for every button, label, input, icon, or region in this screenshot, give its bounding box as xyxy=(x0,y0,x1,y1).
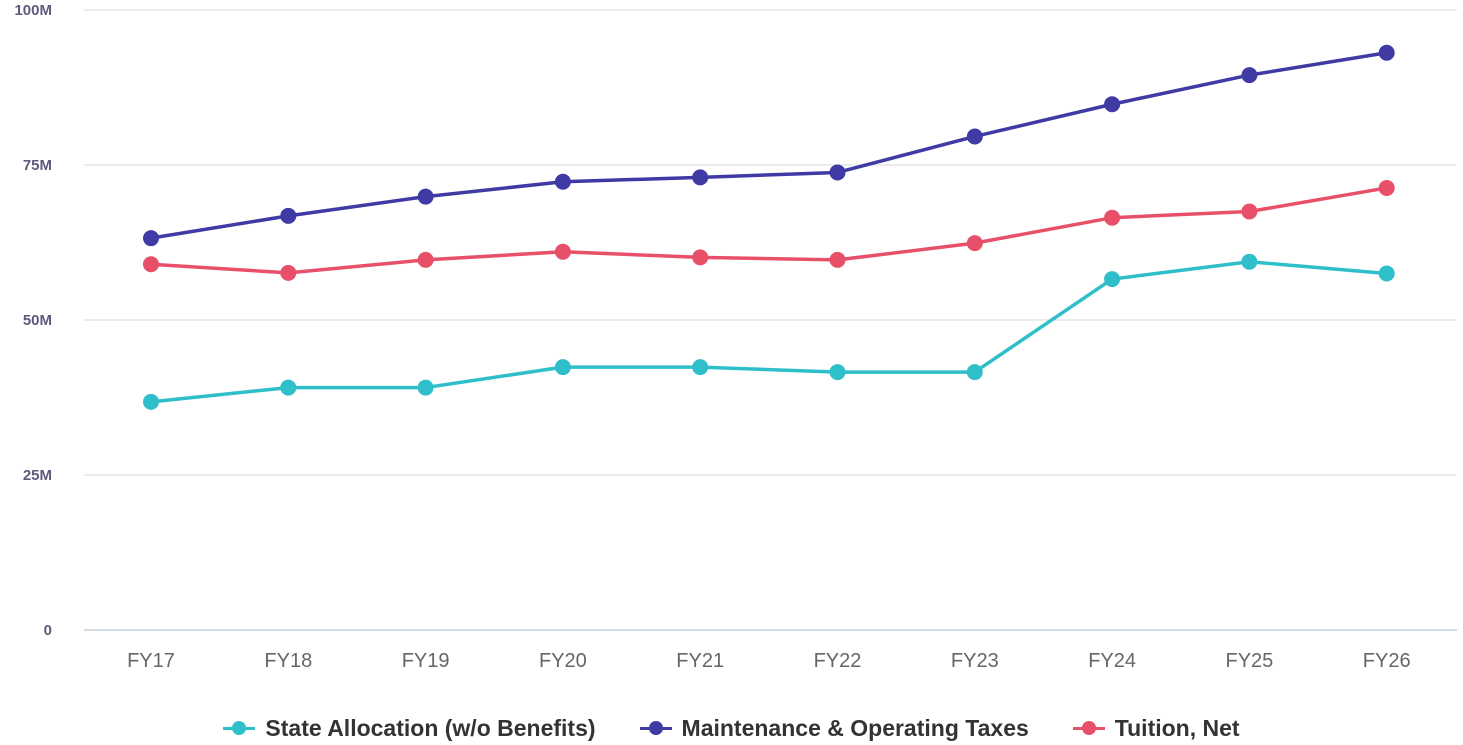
x-tick-label: FY23 xyxy=(951,650,999,672)
series-3 xyxy=(143,179,1395,281)
x-tick-label: FY25 xyxy=(1225,650,1273,672)
legend-label: State Allocation (w/o Benefits) xyxy=(265,714,596,741)
x-tick-label: FY26 xyxy=(1363,650,1411,672)
x-tick-label: FY18 xyxy=(264,650,312,672)
data-point[interactable] xyxy=(1241,253,1258,270)
x-tick-label: FY21 xyxy=(676,650,724,672)
legend-item[interactable]: State Allocation (w/o Benefits) xyxy=(223,714,596,742)
x-axis-labels: FY17 FY18 FY19 FY20 FY21 FY22 FY23 FY24 FY25 FY26 xyxy=(127,650,1411,672)
series-line xyxy=(149,186,1389,275)
data-point[interactable] xyxy=(554,359,571,376)
legend-marker-icon xyxy=(223,721,256,735)
series-line xyxy=(149,51,1389,240)
data-point[interactable] xyxy=(1241,203,1258,220)
data-point[interactable] xyxy=(966,235,983,252)
data-point[interactable] xyxy=(143,393,159,410)
data-point[interactable] xyxy=(1104,209,1121,226)
legend-item[interactable]: Maintenance & Operating Taxes xyxy=(639,714,1029,742)
data-point[interactable] xyxy=(280,379,297,396)
data-point[interactable] xyxy=(829,364,846,381)
data-point[interactable] xyxy=(829,251,846,268)
legend-label: Tuition, Net xyxy=(1114,714,1240,741)
x-tick-label: FY22 xyxy=(814,650,862,672)
data-point[interactable] xyxy=(829,164,846,181)
y-tick-label: 25M xyxy=(23,467,52,484)
data-point[interactable] xyxy=(966,128,983,145)
legend-marker-icon xyxy=(639,721,672,735)
x-tick-label: FY24 xyxy=(1088,650,1136,672)
data-point[interactable] xyxy=(417,251,434,268)
x-tick-label: FY19 xyxy=(402,650,450,672)
legend-item[interactable]: Tuition, Net xyxy=(1072,714,1240,742)
data-point[interactable] xyxy=(1104,271,1121,288)
x-tick-label: FY17 xyxy=(127,650,175,672)
data-point[interactable] xyxy=(1104,96,1121,113)
data-point[interactable] xyxy=(554,173,571,190)
y-tick-label: 0 xyxy=(44,622,52,639)
legend-label: Maintenance & Operating Taxes xyxy=(681,714,1029,741)
data-point[interactable] xyxy=(143,256,159,273)
data-point[interactable] xyxy=(280,207,297,224)
data-point[interactable] xyxy=(692,169,709,186)
data-point[interactable] xyxy=(280,264,297,281)
series-line xyxy=(149,259,1389,404)
y-tick-label: 100M xyxy=(14,2,52,19)
series-1 xyxy=(143,253,1395,410)
grid-layer xyxy=(84,9,1457,631)
legend-marker-icon xyxy=(1072,721,1105,735)
x-tick-label: FY20 xyxy=(539,650,587,672)
data-point[interactable] xyxy=(417,379,434,396)
data-point[interactable] xyxy=(143,230,159,247)
y-tick-label: 75M xyxy=(23,157,52,174)
data-point[interactable] xyxy=(417,188,434,205)
data-point[interactable] xyxy=(692,249,709,266)
data-point[interactable] xyxy=(1241,67,1258,84)
legend: State Allocation (w/o Benefits) Maintenan… xyxy=(0,708,1463,745)
data-point[interactable] xyxy=(692,359,709,376)
data-point[interactable] xyxy=(1378,265,1395,282)
data-point[interactable] xyxy=(554,243,571,260)
data-point[interactable] xyxy=(966,364,983,381)
series-layer xyxy=(143,44,1395,410)
data-point[interactable] xyxy=(1378,44,1395,61)
series-2 xyxy=(143,44,1395,247)
y-axis-labels: 0 25M 50M 75M 100M xyxy=(14,2,52,639)
data-point[interactable] xyxy=(1378,179,1395,196)
y-tick-label: 50M xyxy=(23,312,52,329)
